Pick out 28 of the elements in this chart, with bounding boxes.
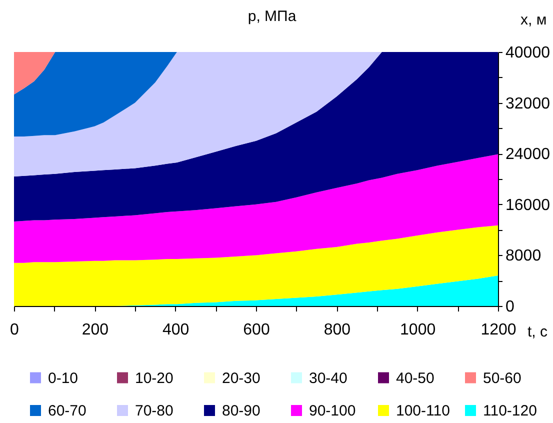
legend-label: 40-50 [396,370,434,387]
x-axis-title: t, с [528,324,548,340]
legend-label: 10-20 [135,370,174,387]
legend-label: 0-10 [48,370,78,387]
y-tick-label: 16000 [506,196,550,214]
legend-label: 60-70 [48,402,86,420]
x-tick-label: 400 [162,322,190,338]
y-tick-label: 0 [506,298,514,316]
x-tick-label: 1200 [480,322,516,338]
legend-label: 90-100 [309,402,356,420]
legend-label: 30-40 [309,370,348,387]
chart-title: p, МПа [248,8,297,25]
legend-label: 80-90 [222,402,260,420]
x-tick-label: 0 [10,322,20,338]
x-tick-label: 600 [243,322,270,338]
legend-label: 20-30 [222,370,260,387]
legend-label: 110-120 [483,402,537,420]
legend-label: 100-110 [396,402,450,420]
legend-label: 70-80 [135,402,174,420]
y-tick-label: 32000 [506,95,550,112]
legend-label: 50-60 [483,370,522,387]
x-tick-label: 1000 [400,322,436,338]
y-tick-label: 8000 [506,248,542,265]
y-axis-title: x, м [520,12,547,28]
x-tick-label: 200 [82,322,109,338]
y-tick-label: 24000 [506,146,550,164]
x-tick-label: 800 [324,322,351,338]
y-tick-label: 40000 [506,44,550,62]
